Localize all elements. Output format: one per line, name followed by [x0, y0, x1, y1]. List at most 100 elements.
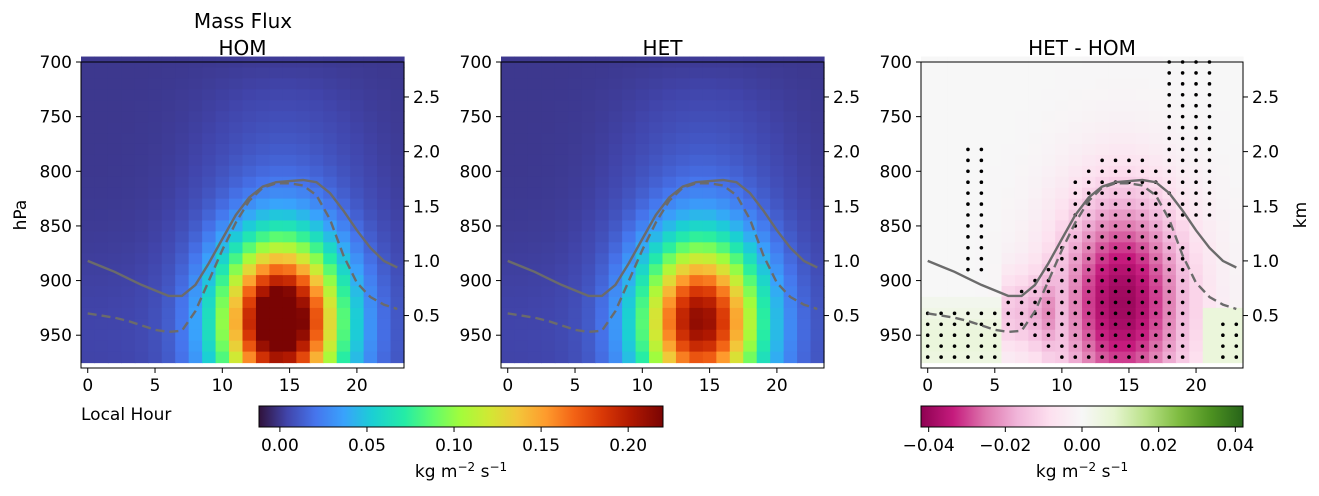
x-tick-label: 15 — [699, 376, 721, 396]
heatmap-cell — [1095, 89, 1110, 101]
heatmap-cell — [255, 351, 271, 364]
heatmap-cell — [81, 143, 96, 156]
heatmap-cell — [783, 176, 798, 189]
heatmap-cell — [148, 231, 163, 243]
heatmap-cell — [514, 154, 529, 167]
heatmap-cell — [961, 133, 976, 145]
heatmap-cell — [608, 286, 623, 298]
heatmap-cell — [770, 89, 785, 101]
significance-dot — [1086, 278, 1091, 283]
heatmap-cell — [1014, 133, 1029, 145]
heatmap-cell — [148, 264, 163, 276]
heatmap-cell — [107, 242, 122, 254]
heatmap-cell — [175, 275, 190, 287]
heatmap-cell — [94, 351, 109, 364]
significance-dot — [1234, 322, 1239, 327]
heatmap-cell — [1014, 176, 1029, 189]
heatmap-cell — [675, 231, 691, 243]
significance-dot — [1207, 92, 1212, 97]
heatmap-cell — [934, 198, 949, 211]
heatmap-cell — [1229, 89, 1244, 101]
right-tick-label: 2.5 — [833, 88, 860, 108]
heatmap-cell — [1028, 133, 1043, 145]
heatmap-cell — [729, 296, 744, 309]
heatmap-cell — [554, 165, 569, 178]
heatmap-cell — [810, 329, 825, 342]
heatmap-cell — [581, 275, 596, 287]
significance-dot — [966, 158, 970, 163]
significance-dot — [1100, 289, 1104, 294]
heatmap-cell — [770, 133, 785, 145]
heatmap-cell — [514, 351, 529, 364]
heatmap-cell — [94, 231, 109, 243]
heatmap-cell — [921, 78, 936, 90]
significance-dot — [1180, 355, 1185, 359]
significance-dot — [1073, 322, 1078, 327]
heatmap-cell — [269, 67, 284, 79]
colorbar-tick-label: 0.02 — [1140, 436, 1178, 456]
heatmap-cell — [1122, 100, 1137, 112]
heatmap-cell — [175, 351, 190, 364]
significance-dot — [966, 311, 970, 316]
significance-dot — [1194, 92, 1198, 97]
heatmap-cell — [1068, 122, 1083, 134]
heatmap-cell — [1068, 89, 1083, 101]
heatmap-cell — [161, 286, 176, 298]
colorbar-tick-label: 0.20 — [609, 436, 647, 456]
significance-dot — [1180, 125, 1185, 130]
heatmap-cell — [921, 89, 936, 101]
heatmap-cell — [1055, 187, 1070, 200]
heatmap-cell — [323, 318, 338, 331]
heatmap-cell — [94, 143, 109, 156]
heatmap-cell — [581, 133, 596, 145]
heatmap-cell — [215, 111, 230, 123]
significance-dot — [1073, 245, 1078, 250]
heatmap-cell — [501, 143, 516, 156]
heatmap-cell — [175, 209, 190, 222]
heatmap-cell — [1135, 78, 1150, 90]
heatmap-cell — [675, 286, 691, 298]
heatmap-cell — [689, 78, 704, 90]
heatmap-cell — [134, 264, 149, 276]
significance-dot — [1167, 300, 1172, 305]
heatmap-cell — [595, 111, 610, 123]
heatmap-cell — [514, 264, 529, 276]
heatmap-cell — [501, 209, 516, 222]
heatmap-cell — [729, 307, 744, 320]
heatmap-cell — [689, 220, 704, 232]
heatmap-cell — [608, 351, 623, 364]
heatmap-cell — [229, 296, 244, 309]
heatmap-cell — [501, 264, 516, 276]
heatmap-cell — [175, 286, 190, 298]
heatmap-cell — [595, 286, 610, 298]
heatmap-cell — [188, 329, 203, 342]
heatmap-cell — [541, 340, 556, 353]
heatmap-cell — [988, 176, 1003, 189]
heatmap-cell — [229, 318, 244, 331]
heatmap-cell — [921, 133, 936, 145]
heatmap-cell — [527, 286, 542, 298]
heatmap-cell — [622, 198, 637, 211]
heatmap-cell — [1135, 111, 1150, 123]
heatmap-cell — [1001, 143, 1016, 156]
heatmap-cell — [622, 264, 637, 276]
heatmap-cell — [309, 275, 324, 287]
significance-dot — [1167, 169, 1172, 174]
heatmap-cell — [554, 176, 569, 189]
y-tick-label: 700 — [880, 53, 912, 73]
heatmap-cell — [134, 231, 149, 243]
heatmap-cell — [1041, 111, 1056, 123]
heatmap-cell — [107, 351, 122, 364]
heatmap-cell — [188, 89, 203, 101]
heatmap-cell — [1122, 89, 1137, 101]
heatmap-cell — [527, 231, 542, 243]
heatmap-cell — [770, 275, 785, 287]
heatmap-cell — [94, 296, 109, 309]
heatmap-cell — [716, 296, 731, 309]
heatmap-cell — [1135, 100, 1150, 112]
heatmap-cell — [1189, 286, 1204, 298]
heatmap-cell — [377, 198, 392, 211]
significance-dot — [1167, 92, 1172, 97]
heatmap-cell — [934, 154, 949, 167]
